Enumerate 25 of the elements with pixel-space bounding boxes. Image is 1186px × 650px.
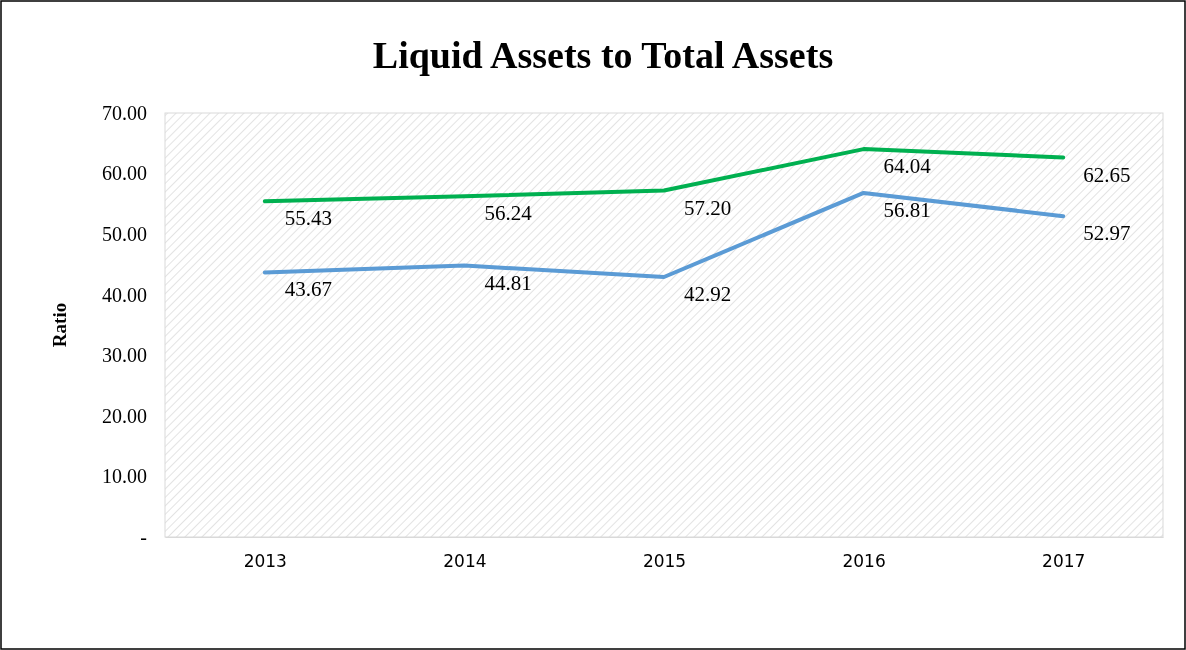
y-tick-label: 70.00	[102, 101, 147, 124]
data-label: 55.43	[284, 206, 333, 231]
y-axis-title: Ratio	[49, 302, 70, 348]
y-tick-label: 30.00	[102, 344, 147, 367]
x-tick-label: 2016	[842, 551, 886, 572]
x-tick-label: 2017	[1042, 551, 1086, 572]
data-label: 52.97	[1083, 221, 1131, 246]
y-tick-label: -	[140, 525, 147, 548]
data-label: 57.20	[684, 195, 732, 220]
data-label: 44.81	[484, 270, 532, 295]
y-tick-label: 50.00	[102, 223, 147, 246]
x-tick-label: 2015	[642, 551, 687, 572]
x-tick-label: 2013	[243, 551, 287, 572]
y-tick-label: 60.00	[102, 162, 147, 185]
chart-title: Liquid Assets to Total Assets	[372, 34, 834, 76]
y-tick-label: 40.00	[102, 283, 147, 306]
data-label: 64.04	[883, 154, 932, 179]
data-label: 43.67	[284, 277, 333, 302]
data-label: 62.65	[1083, 162, 1131, 187]
y-tick-label: 20.00	[102, 404, 147, 427]
data-label: 56.24	[484, 201, 533, 226]
y-tick-label: 10.00	[102, 465, 147, 488]
data-label: 56.81	[883, 197, 931, 222]
x-tick-label: 2014	[443, 551, 487, 572]
data-label: 42.92	[684, 282, 732, 307]
